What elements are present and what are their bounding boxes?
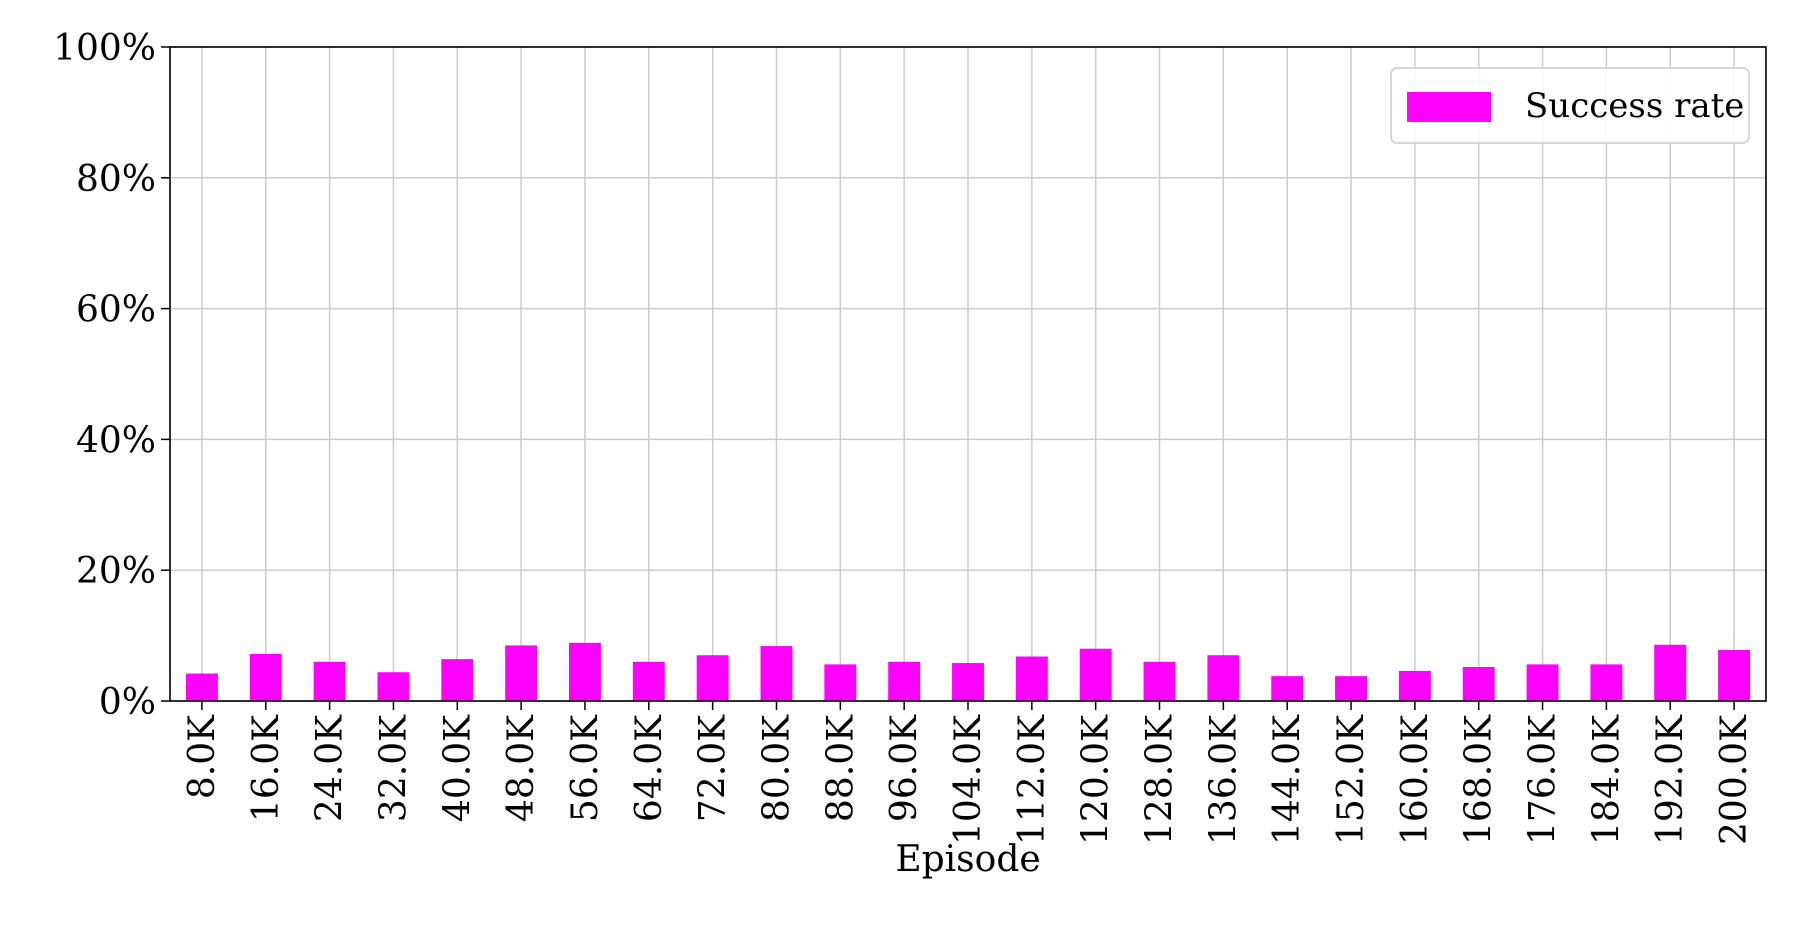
legend-box [1390, 67, 1750, 144]
y-tick-label: 20% [76, 551, 156, 592]
bar [377, 672, 410, 701]
bar [1398, 670, 1431, 701]
x-tick-label: 8.0K [182, 714, 223, 799]
bar [441, 659, 474, 701]
x-tick-label: 160.0K [1395, 714, 1436, 845]
x-axis: 8.0K 16.0K 24.0K 32.0K 40.0K 48.0K 56.0K 64.0K 7… [182, 701, 1755, 845]
y-tick-label: 0% [99, 682, 156, 723]
x-tick-label: 16.0K [246, 714, 287, 822]
bar [952, 663, 984, 701]
bar [1079, 648, 1112, 701]
x-tick-label: 136.0K [1203, 714, 1244, 845]
x-tick-label: 24.0K [310, 714, 351, 822]
bar-series [185, 642, 1751, 701]
x-tick-label: 32.0K [373, 714, 414, 822]
bar [1654, 644, 1687, 701]
legend-label: Success rate [1525, 86, 1744, 126]
x-tick-label: 48.0K [501, 714, 542, 822]
grid-lines [170, 46, 1766, 702]
bar [888, 661, 921, 701]
x-tick-label: 176.0K [1523, 714, 1564, 845]
y-tick-label: 60% [76, 290, 156, 331]
x-tick-label: 120.0K [1076, 714, 1117, 845]
bar [1718, 649, 1751, 701]
x-tick-label: 152.0K [1331, 714, 1372, 845]
y-tick-label: 100% [53, 28, 156, 69]
x-tick-label: 40.0K [437, 714, 478, 822]
bar [313, 661, 346, 701]
x-axis-title: Episode [895, 839, 1040, 880]
bar [1335, 676, 1367, 701]
x-tick-label: 128.0K [1140, 714, 1181, 845]
x-tick-label: 168.0K [1459, 714, 1500, 845]
bar [505, 645, 538, 701]
x-tick-label: 200.0K [1714, 714, 1755, 845]
x-tick-label: 56.0K [565, 714, 606, 822]
bar [632, 661, 665, 701]
x-tick-label: 144.0K [1267, 714, 1308, 845]
x-tick-label: 96.0K [884, 714, 925, 822]
y-tick-label: 80% [76, 159, 156, 200]
legend-swatch [1407, 92, 1491, 122]
bar [1143, 661, 1176, 701]
bar [1271, 676, 1304, 701]
bar [1526, 664, 1559, 701]
y-axis: 0% 20% 40% 60% 80% 100% [53, 28, 170, 723]
bar [569, 642, 601, 701]
legend: Success rate [1390, 67, 1750, 144]
bar [760, 646, 793, 701]
bar [249, 653, 282, 701]
bar [185, 673, 218, 701]
x-tick-label: 64.0K [629, 714, 670, 822]
bar [696, 655, 729, 701]
bar [824, 664, 857, 701]
x-tick-label: 88.0K [820, 714, 861, 822]
y-tick-label: 40% [76, 420, 156, 461]
x-tick-label: 112.0K [1012, 714, 1053, 845]
bar [1207, 655, 1240, 701]
x-tick-label: 104.0K [948, 714, 989, 845]
bar [1015, 656, 1048, 701]
x-tick-label: 72.0K [693, 714, 734, 822]
x-tick-label: 80.0K [756, 714, 797, 822]
bar [1462, 666, 1495, 701]
x-tick-label: 192.0K [1650, 714, 1691, 845]
bar [1590, 664, 1623, 701]
x-tick-label: 184.0K [1586, 714, 1627, 845]
